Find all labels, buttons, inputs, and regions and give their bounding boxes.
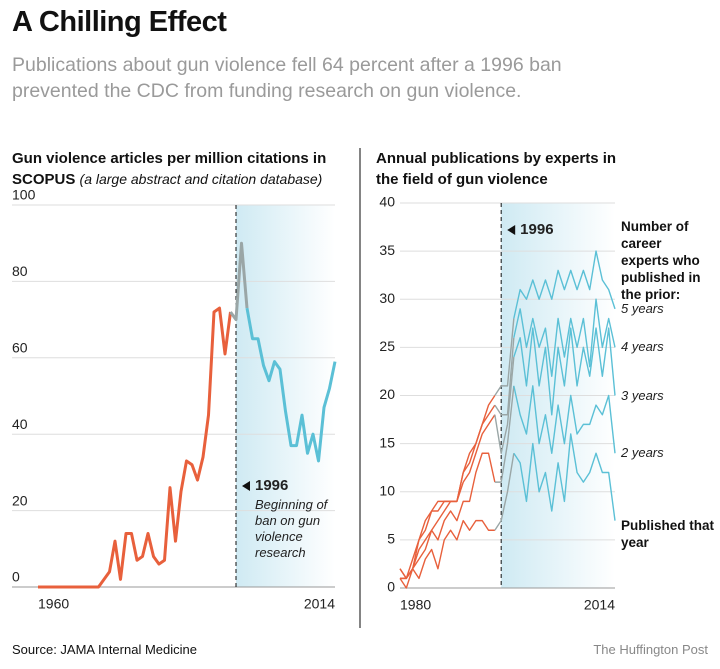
line-segment: [38, 306, 232, 589]
ban-note: Beginning of ban on gun violence researc…: [255, 497, 328, 560]
ban-label: 1996: [255, 477, 288, 494]
line-segment: [494, 385, 515, 483]
line-segment: [513, 250, 616, 319]
line-segment: [399, 519, 495, 589]
y-tick-label: 80: [12, 263, 28, 279]
y-tick-label: 0: [12, 569, 20, 585]
subtitle: Publications about gun violence fell 64 …: [12, 54, 562, 102]
y-tick-label: 30: [379, 290, 395, 306]
line-segment: [494, 453, 515, 531]
line-segment: [494, 337, 515, 416]
line-segment: [229, 241, 249, 322]
y-tick-label: 40: [379, 194, 395, 210]
ban-arrow: [507, 225, 516, 235]
y-tick-label: 20: [12, 492, 28, 508]
legend-label: 2 years: [621, 445, 664, 461]
chart-title-box: Gun violence articles per million citati…: [12, 148, 352, 190]
legend-label: 3 years: [621, 387, 664, 403]
x-tick-label: 2014: [584, 597, 615, 613]
ban-arrow: [242, 481, 250, 491]
line-segment: [400, 452, 496, 580]
legend-label: 5 years: [621, 300, 664, 316]
y-tick-label: 15: [379, 434, 395, 450]
line-segment: [399, 404, 496, 580]
title: A Chilling Effect: [12, 6, 227, 38]
line-segment: [513, 298, 616, 377]
line-segment: [494, 356, 515, 454]
chart-title-note: (a large abstract and citation database): [79, 171, 323, 187]
line-segment: [399, 395, 496, 580]
y-tick-label: 40: [12, 416, 28, 432]
x-tick-label: 2014: [304, 596, 335, 612]
legend-label: Published that year: [621, 517, 715, 550]
y-tick-label: 10: [379, 482, 395, 498]
y-tick-label: 25: [379, 338, 395, 354]
x-tick-label: 1960: [38, 596, 69, 612]
ban-label: 1996: [520, 221, 553, 238]
line-segment: [513, 327, 616, 416]
chart-title: Annual publications by experts in the fi…: [376, 150, 617, 188]
y-tick-label: 5: [387, 531, 395, 547]
source: Source: JAMA Internal Medicine: [12, 642, 197, 657]
y-tick-label: 100: [12, 187, 36, 203]
y-tick-label: 35: [379, 242, 395, 258]
line-segment: [494, 318, 515, 396]
chart-title: Gun violence articles per million citati…: [12, 150, 327, 188]
line-segment: [513, 385, 616, 454]
credit: The Huffington Post: [593, 642, 708, 657]
line-segment: [245, 307, 337, 463]
line-segment: [400, 414, 496, 580]
legend-title: Number of career experts who published i…: [621, 219, 701, 302]
x-tick-label: 1980: [400, 597, 431, 613]
ban-shade: [236, 205, 335, 587]
legend-label: 4 years: [621, 339, 664, 355]
y-tick-label: 20: [379, 386, 395, 402]
y-tick-label: 0: [387, 579, 395, 595]
y-tick-label: 60: [12, 340, 28, 356]
line-segment: [513, 433, 616, 521]
